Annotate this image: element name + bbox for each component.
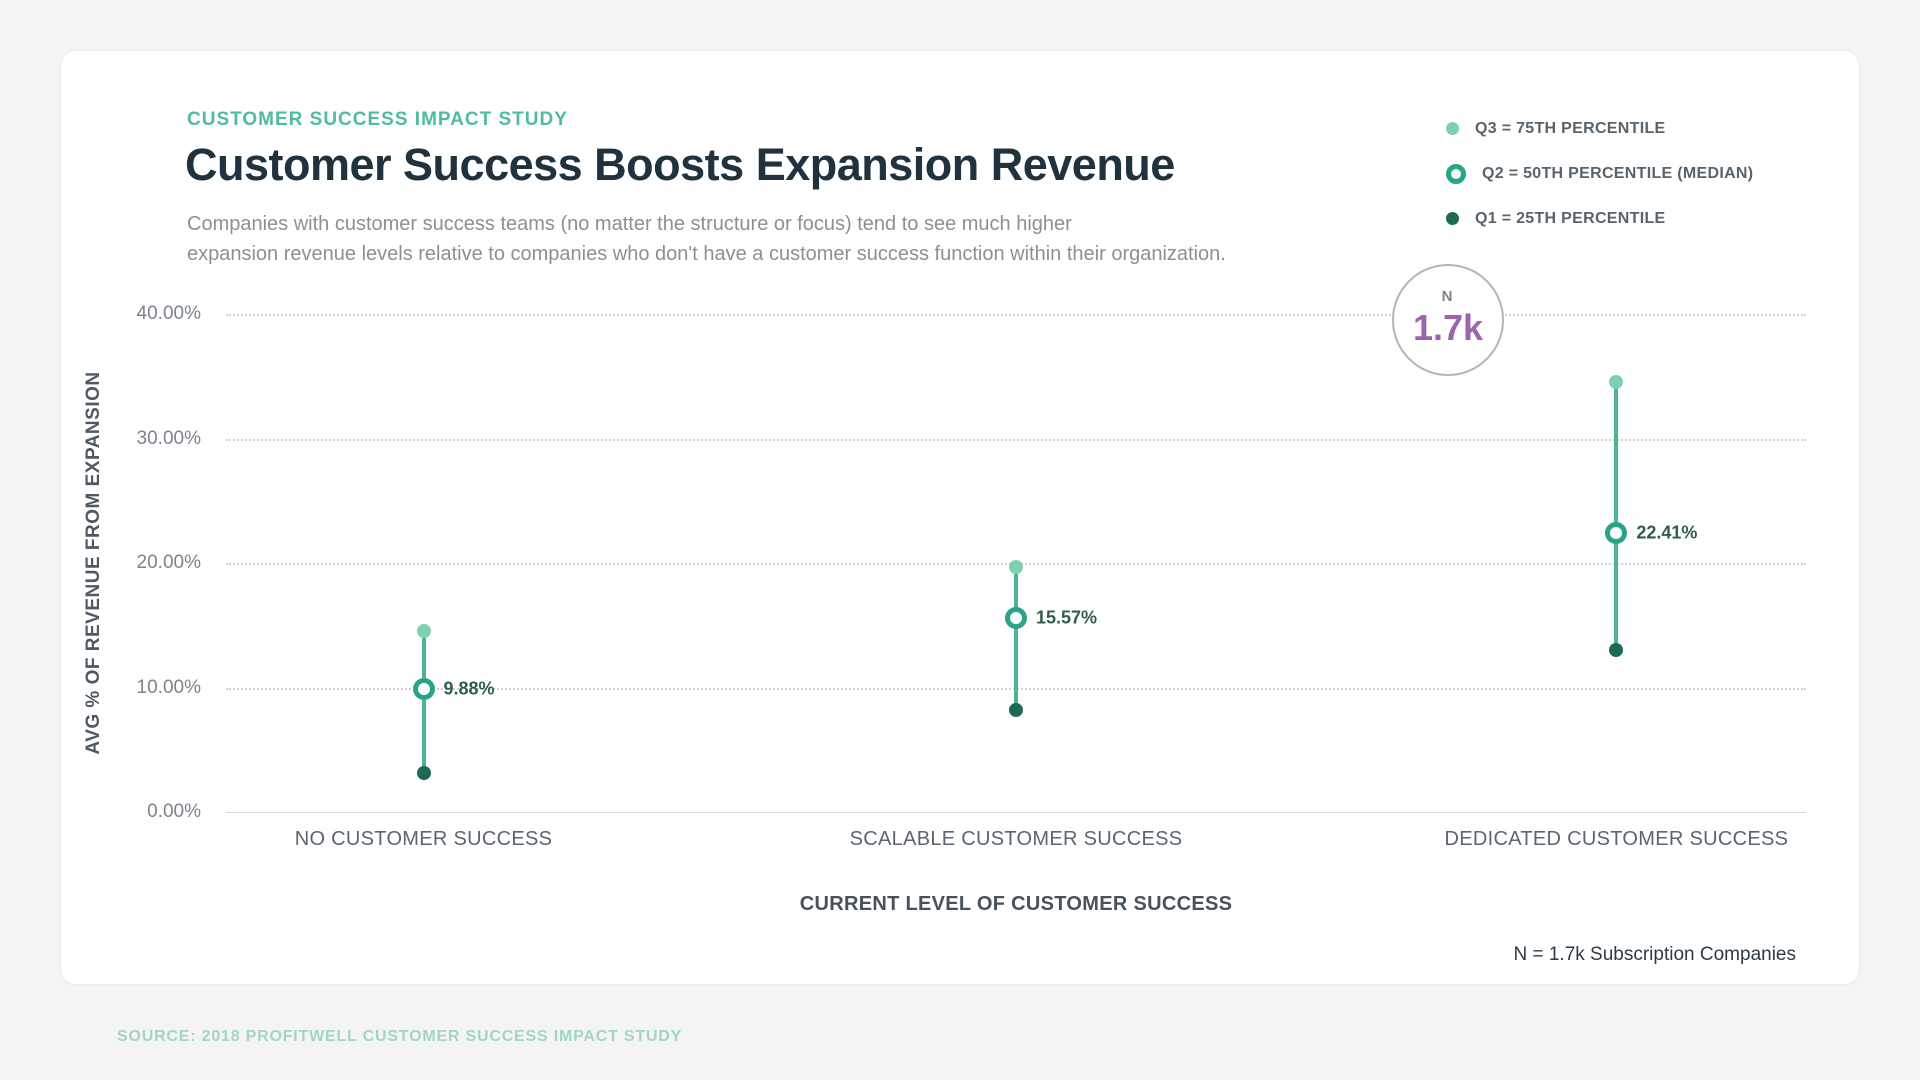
q2-dot-0 <box>412 677 435 700</box>
badge-n-label: N <box>1441 288 1455 305</box>
subtitle-line-1: Companies with customer success teams (n… <box>187 213 1072 235</box>
x-category-label: DEDICATED CUSTOMER SUCCESS <box>1444 828 1789 850</box>
range-line-2 <box>1614 382 1619 651</box>
legend-item: Q3 = 75TH PERCENTILE <box>1446 106 1753 151</box>
source-note: SOURCE: 2018 PROFITWELL CUSTOMER SUCCESS… <box>117 1028 683 1045</box>
chart-legend: Q3 = 75TH PERCENTILE Q2 = 50TH PERCENTILE… <box>1446 106 1753 241</box>
median-value-label: 15.57% <box>1036 607 1098 628</box>
q1-dot-2 <box>1609 643 1624 658</box>
q1-dot-1 <box>1009 702 1023 717</box>
gridline-40 <box>226 314 1806 316</box>
x-category-label: NO CUSTOMER SUCCESS <box>294 828 553 850</box>
x-axis-title: CURRENT LEVEL OF CUSTOMER SUCCESS <box>799 893 1233 915</box>
ring-marker-icon <box>1446 163 1466 184</box>
y-tick-label: 0.00% <box>147 801 201 822</box>
eyebrow-label: CUSTOMER SUCCESS IMPACT STUDY <box>187 109 568 130</box>
legend-label: Q2 = 50TH PERCENTILE (MEDIAN) <box>1482 164 1754 182</box>
gridline-0 <box>226 812 1806 813</box>
plot-area: 0.00% 10.00% 20.00% 30.00% 40.00% 9.88% NO CUS… <box>137 303 1806 850</box>
y-tick-label: 30.00% <box>136 427 201 449</box>
sample-size-note: N = 1.7k Subscription Companies <box>1513 944 1796 965</box>
sample-size-badge: N 1.7k <box>1392 264 1504 376</box>
median-value-label: 22.41% <box>1636 522 1698 543</box>
page-title: Customer Success Boosts Expansion Revenu… <box>185 139 1175 190</box>
q3-dot-1 <box>1009 559 1023 574</box>
legend-label: Q3 = 75TH PERCENTILE <box>1475 119 1666 137</box>
q2-dot-1 <box>1005 607 1027 630</box>
q3-dot-0 <box>416 624 431 639</box>
subtitle-line-2: expansion revenue levels relative to com… <box>187 243 1226 265</box>
x-category-label: SCALABLE CUSTOMER SUCCESS <box>849 828 1183 850</box>
y-tick-label: 40.00% <box>136 303 201 324</box>
badge-n-value: 1.7k <box>1412 307 1484 348</box>
dot-light-marker-icon <box>1446 122 1459 135</box>
legend-item: Q1 = 25TH PERCENTILE <box>1446 196 1753 241</box>
legend-label: Q1 = 25TH PERCENTILE <box>1475 209 1666 227</box>
q1-dot-0 <box>416 766 431 781</box>
q3-dot-2 <box>1609 375 1624 390</box>
legend-item: Q2 = 50TH PERCENTILE (MEDIAN) <box>1446 151 1753 196</box>
gridline-30 <box>226 438 1806 441</box>
median-value-label: 9.88% <box>443 678 495 699</box>
q2-dot-2 <box>1605 521 1628 544</box>
subtitle: Companies with customer success teams (n… <box>187 209 1226 269</box>
dot-dark-marker-icon <box>1446 212 1459 225</box>
chart-card: CUSTOMER SUCCESS IMPACT STUDY Customer S… <box>60 50 1860 985</box>
y-tick-label: 10.00% <box>136 676 201 698</box>
range-line-1 <box>1014 566 1018 710</box>
y-tick-label: 20.00% <box>136 552 201 573</box>
range-line-0 <box>421 631 426 774</box>
